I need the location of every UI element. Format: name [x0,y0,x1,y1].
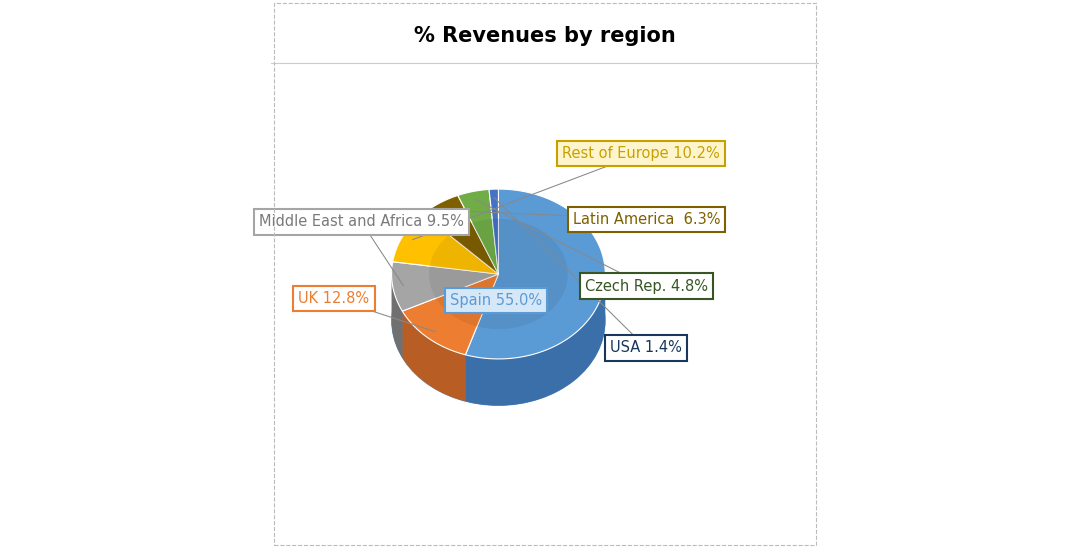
Text: Middle East and Africa 9.5%: Middle East and Africa 9.5% [259,214,464,230]
Polygon shape [436,274,498,327]
Polygon shape [391,262,498,311]
Text: Czech Rep. 4.8%: Czech Rep. 4.8% [585,278,707,294]
Polygon shape [429,235,498,274]
Text: Rest of Europe 10.2%: Rest of Europe 10.2% [562,146,719,161]
Polygon shape [472,219,498,274]
Text: USA 1.4%: USA 1.4% [610,340,682,356]
Text: Latin America  6.3%: Latin America 6.3% [572,212,720,227]
Text: UK 12.8%: UK 12.8% [299,291,370,306]
Polygon shape [402,274,498,355]
Polygon shape [493,219,498,274]
Polygon shape [392,214,498,274]
Text: Spain 55.0%: Spain 55.0% [449,293,542,308]
Polygon shape [458,190,498,274]
Polygon shape [402,311,465,401]
Polygon shape [391,275,402,358]
Polygon shape [423,196,498,274]
Polygon shape [489,189,498,274]
Ellipse shape [391,236,605,406]
Polygon shape [465,275,605,406]
Polygon shape [429,266,498,298]
Polygon shape [449,223,498,274]
Text: % Revenues by region: % Revenues by region [414,26,676,45]
Polygon shape [477,219,568,329]
Polygon shape [465,189,605,359]
